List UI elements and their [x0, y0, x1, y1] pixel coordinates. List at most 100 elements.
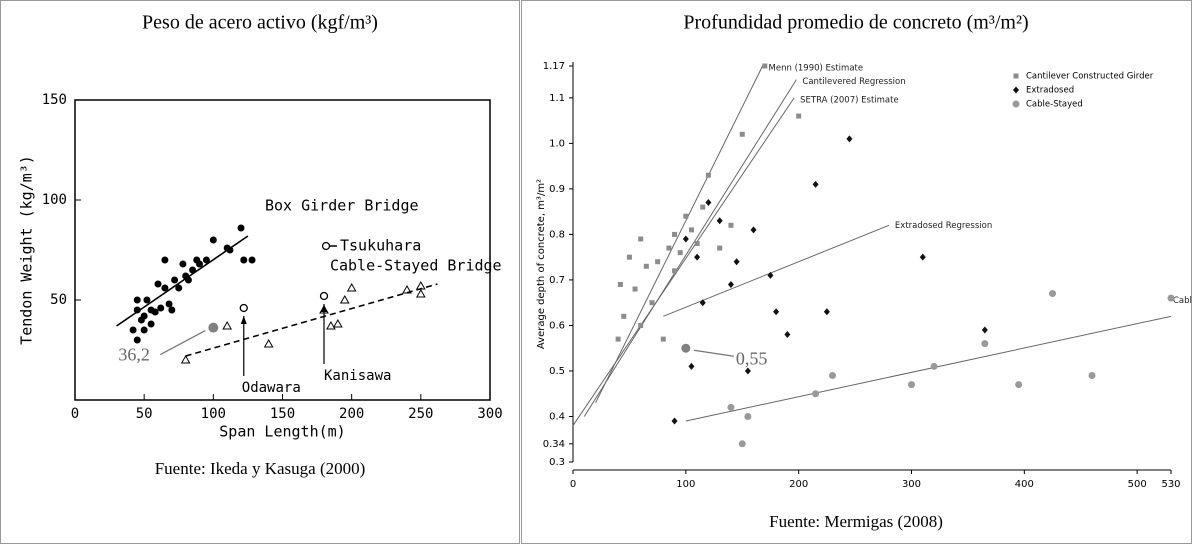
point	[981, 326, 988, 334]
point	[157, 304, 165, 312]
point	[907, 381, 915, 389]
y-tick-label: 100	[42, 192, 67, 208]
point	[202, 256, 210, 264]
x-tick-label: 100	[201, 406, 226, 422]
y-axis-label: Average depth of concrete, m³/m²	[536, 179, 547, 349]
point	[415, 280, 426, 290]
point	[666, 245, 672, 251]
legend-label: Cantilever Constructed Girder	[1026, 72, 1154, 82]
point	[615, 336, 621, 342]
point	[248, 256, 256, 264]
point	[222, 320, 233, 330]
point	[209, 236, 217, 244]
point	[700, 204, 706, 210]
point	[773, 308, 780, 316]
x-tick-label: 150	[270, 406, 295, 422]
x-tick-label: 100	[676, 479, 695, 490]
point	[727, 280, 734, 288]
y-tick-label: 0.4	[549, 411, 565, 422]
point	[846, 135, 853, 143]
point	[140, 326, 148, 334]
series-label: Tsukuhara	[340, 237, 421, 255]
point	[796, 113, 802, 119]
point	[226, 246, 234, 254]
trend-line	[572, 97, 795, 426]
point	[161, 256, 169, 264]
point	[744, 367, 751, 375]
trend-label: Menn (1990) Estimate	[769, 64, 864, 74]
x-tick-label: 530	[1161, 479, 1180, 490]
trend-label: Cable-Stayed Regression	[1173, 296, 1192, 306]
x-tick-label: 250	[408, 406, 433, 422]
highlight-point	[681, 343, 691, 353]
point	[649, 300, 655, 306]
legend-label: Extradosed	[1026, 86, 1074, 96]
point	[1088, 372, 1096, 380]
point	[180, 354, 191, 364]
point	[179, 260, 187, 268]
point	[672, 268, 678, 274]
point	[919, 253, 926, 261]
point	[321, 241, 331, 251]
trend-line	[685, 315, 1172, 422]
trend-label: SETRA (2007) Estimate	[800, 95, 899, 105]
point	[784, 331, 791, 339]
point	[161, 284, 169, 292]
point	[196, 260, 203, 268]
point	[626, 254, 632, 260]
y-tick-label: 0.6	[549, 320, 565, 331]
trend-label: Extradosed Regression	[895, 221, 992, 231]
x-tick-label: 200	[789, 479, 808, 490]
x-tick-label: 500	[1128, 479, 1147, 490]
point	[346, 282, 357, 292]
y-tick-label: 1.1	[549, 93, 565, 104]
point	[812, 180, 819, 188]
point	[688, 227, 694, 233]
point	[339, 294, 350, 304]
annotation: Odawara	[242, 380, 301, 396]
y-axis-label: Tendon Weight (kg/m³)	[18, 155, 36, 345]
chart-title: Peso de acero activo (kgf/m³)	[142, 12, 378, 34]
point	[981, 340, 989, 348]
point	[660, 336, 666, 342]
point	[168, 306, 176, 314]
arrow-head	[321, 304, 327, 312]
point	[671, 417, 678, 425]
y-tick-label: 0.5	[549, 366, 565, 377]
highlight-arrow	[160, 330, 206, 356]
point	[829, 372, 837, 380]
chart-title: Profundidad promedio de concreto (m³/m²)	[683, 12, 1028, 34]
point	[140, 312, 148, 320]
point	[1015, 381, 1023, 389]
y-tick-label: 0.8	[549, 229, 565, 240]
point	[319, 291, 329, 301]
highlight-label: 36,2	[118, 345, 150, 365]
x-tick-label: 0	[71, 406, 79, 422]
point	[1049, 290, 1057, 298]
point	[728, 222, 734, 228]
point	[326, 320, 336, 330]
point	[129, 326, 137, 334]
point	[263, 338, 274, 348]
point	[621, 313, 627, 319]
point	[717, 245, 723, 251]
point	[165, 300, 173, 308]
trend-line	[583, 79, 797, 417]
x-tick-label: 0	[570, 479, 576, 490]
x-tick-label: 200	[339, 406, 364, 422]
highlight-point	[208, 322, 219, 333]
point	[1013, 86, 1019, 94]
point	[133, 306, 141, 314]
point	[672, 231, 678, 237]
y-tick-label: 50	[50, 292, 67, 308]
trend-line	[595, 65, 764, 404]
point	[767, 271, 774, 279]
y-tick-label: 150	[42, 92, 67, 108]
point	[189, 266, 197, 274]
trend-line	[185, 283, 438, 357]
trend-label: Cantilevered Regression	[802, 77, 905, 87]
trend-line	[663, 224, 890, 317]
point	[716, 217, 723, 225]
point	[184, 276, 192, 284]
y-tick-label: 0.3	[549, 457, 565, 468]
